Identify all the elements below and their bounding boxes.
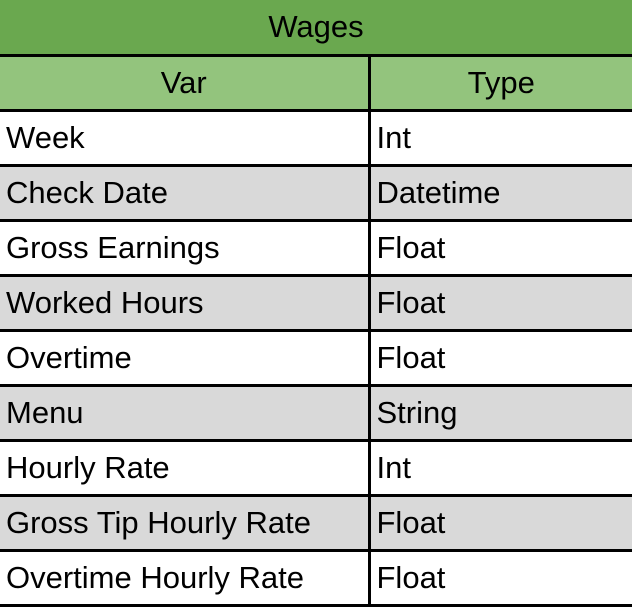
table-header-row: Var Type bbox=[0, 53, 632, 112]
type-cell: Int bbox=[367, 108, 632, 167]
type-cell: Float bbox=[367, 493, 632, 552]
var-cell: Gross Tip Hourly Rate bbox=[0, 493, 371, 552]
var-cell: Worked Hours bbox=[0, 273, 371, 332]
table-row: Gross Earnings Float bbox=[0, 218, 632, 277]
var-cell: Menu bbox=[0, 383, 371, 442]
table-row: Overtime Hourly Rate Float bbox=[0, 548, 632, 607]
column-header-var: Var bbox=[0, 53, 371, 112]
table-title: Wages bbox=[0, 0, 632, 57]
var-cell: Week bbox=[0, 108, 371, 167]
table-title-row: Wages bbox=[0, 0, 632, 57]
type-cell: Float bbox=[367, 273, 632, 332]
var-cell: Hourly Rate bbox=[0, 438, 371, 497]
type-cell: String bbox=[367, 383, 632, 442]
table-row: Hourly Rate Int bbox=[0, 438, 632, 497]
table-row: Overtime Float bbox=[0, 328, 632, 387]
type-cell: Float bbox=[367, 328, 632, 387]
table-row: Week Int bbox=[0, 108, 632, 167]
var-cell: Overtime bbox=[0, 328, 371, 387]
type-cell: Datetime bbox=[367, 163, 632, 222]
var-cell: Overtime Hourly Rate bbox=[0, 548, 371, 607]
table-row: Gross Tip Hourly Rate Float bbox=[0, 493, 632, 552]
column-header-type: Type bbox=[367, 53, 632, 112]
type-cell: Float bbox=[367, 218, 632, 277]
var-cell: Gross Earnings bbox=[0, 218, 371, 277]
table-row: Check Date Datetime bbox=[0, 163, 632, 222]
table-row: Menu String bbox=[0, 383, 632, 442]
type-cell: Int bbox=[367, 438, 632, 497]
var-cell: Check Date bbox=[0, 163, 371, 222]
table-row: Worked Hours Float bbox=[0, 273, 632, 332]
type-cell: Float bbox=[367, 548, 632, 607]
